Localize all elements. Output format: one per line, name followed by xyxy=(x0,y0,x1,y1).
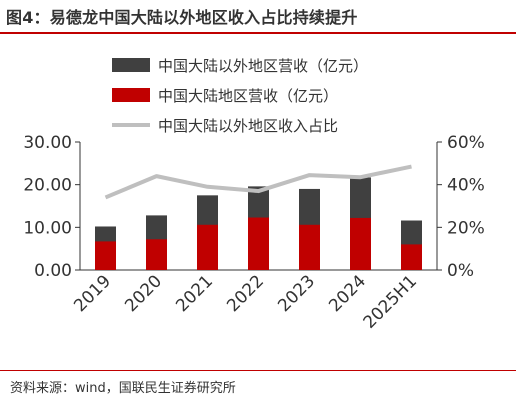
x-tick-label: 2019 xyxy=(70,271,115,316)
bar-mainland xyxy=(146,239,167,270)
source-note: 资料来源：wind，国联民生证券研究所 xyxy=(10,381,236,396)
bar-mainland xyxy=(197,224,218,270)
legend-label-overseas: 中国大陆以外地区营收（亿元） xyxy=(158,57,368,75)
bar-series xyxy=(95,177,422,270)
bar-mainland xyxy=(350,217,371,270)
right-tick-label: 0% xyxy=(447,261,474,281)
right-axis-ticks: 0% 20% 40% 60% xyxy=(437,133,485,281)
x-tick-label: 2023 xyxy=(274,271,319,316)
legend-swatch-mainland xyxy=(112,88,150,102)
right-tick-label: 40% xyxy=(447,176,485,196)
right-tick-label: 20% xyxy=(447,218,485,238)
legend-label-share: 中国大陆以外地区收入占比 xyxy=(158,117,338,135)
title-rule xyxy=(0,32,516,34)
bar-mainland xyxy=(95,241,116,270)
left-tick-label: 30.00 xyxy=(23,133,72,153)
bar-mainland xyxy=(299,224,320,270)
x-tick-label: 2025H1 xyxy=(360,271,421,332)
x-tick-label: 2020 xyxy=(121,271,166,316)
bottom-rule xyxy=(0,370,516,371)
x-tick-label: 2022 xyxy=(223,271,268,316)
right-tick-label: 60% xyxy=(447,133,485,153)
share-line-series xyxy=(104,164,412,200)
bar-mainland xyxy=(401,244,422,270)
left-tick-label: 0.00 xyxy=(34,261,72,281)
left-axis-ticks: 0.00 10.00 20.00 30.00 xyxy=(23,133,80,281)
x-tick-label: 2021 xyxy=(172,271,217,316)
legend-swatch-overseas xyxy=(112,58,150,72)
left-tick-label: 20.00 xyxy=(23,176,72,196)
figure-title: 图4：易德龙中国大陆以外地区收入占比持续提升 xyxy=(6,8,358,27)
legend-label-mainland: 中国大陆地区营收（亿元） xyxy=(158,87,338,105)
legend: 中国大陆以外地区营收（亿元） 中国大陆地区营收（亿元） 中国大陆以外地区收入占比 xyxy=(112,57,368,135)
chart: 中国大陆以外地区营收（亿元） 中国大陆地区营收（亿元） 中国大陆以外地区收入占比… xyxy=(23,57,485,333)
left-tick-label: 10.00 xyxy=(23,218,72,238)
x-tick-label: 2024 xyxy=(325,271,370,316)
bar-mainland xyxy=(248,217,269,270)
